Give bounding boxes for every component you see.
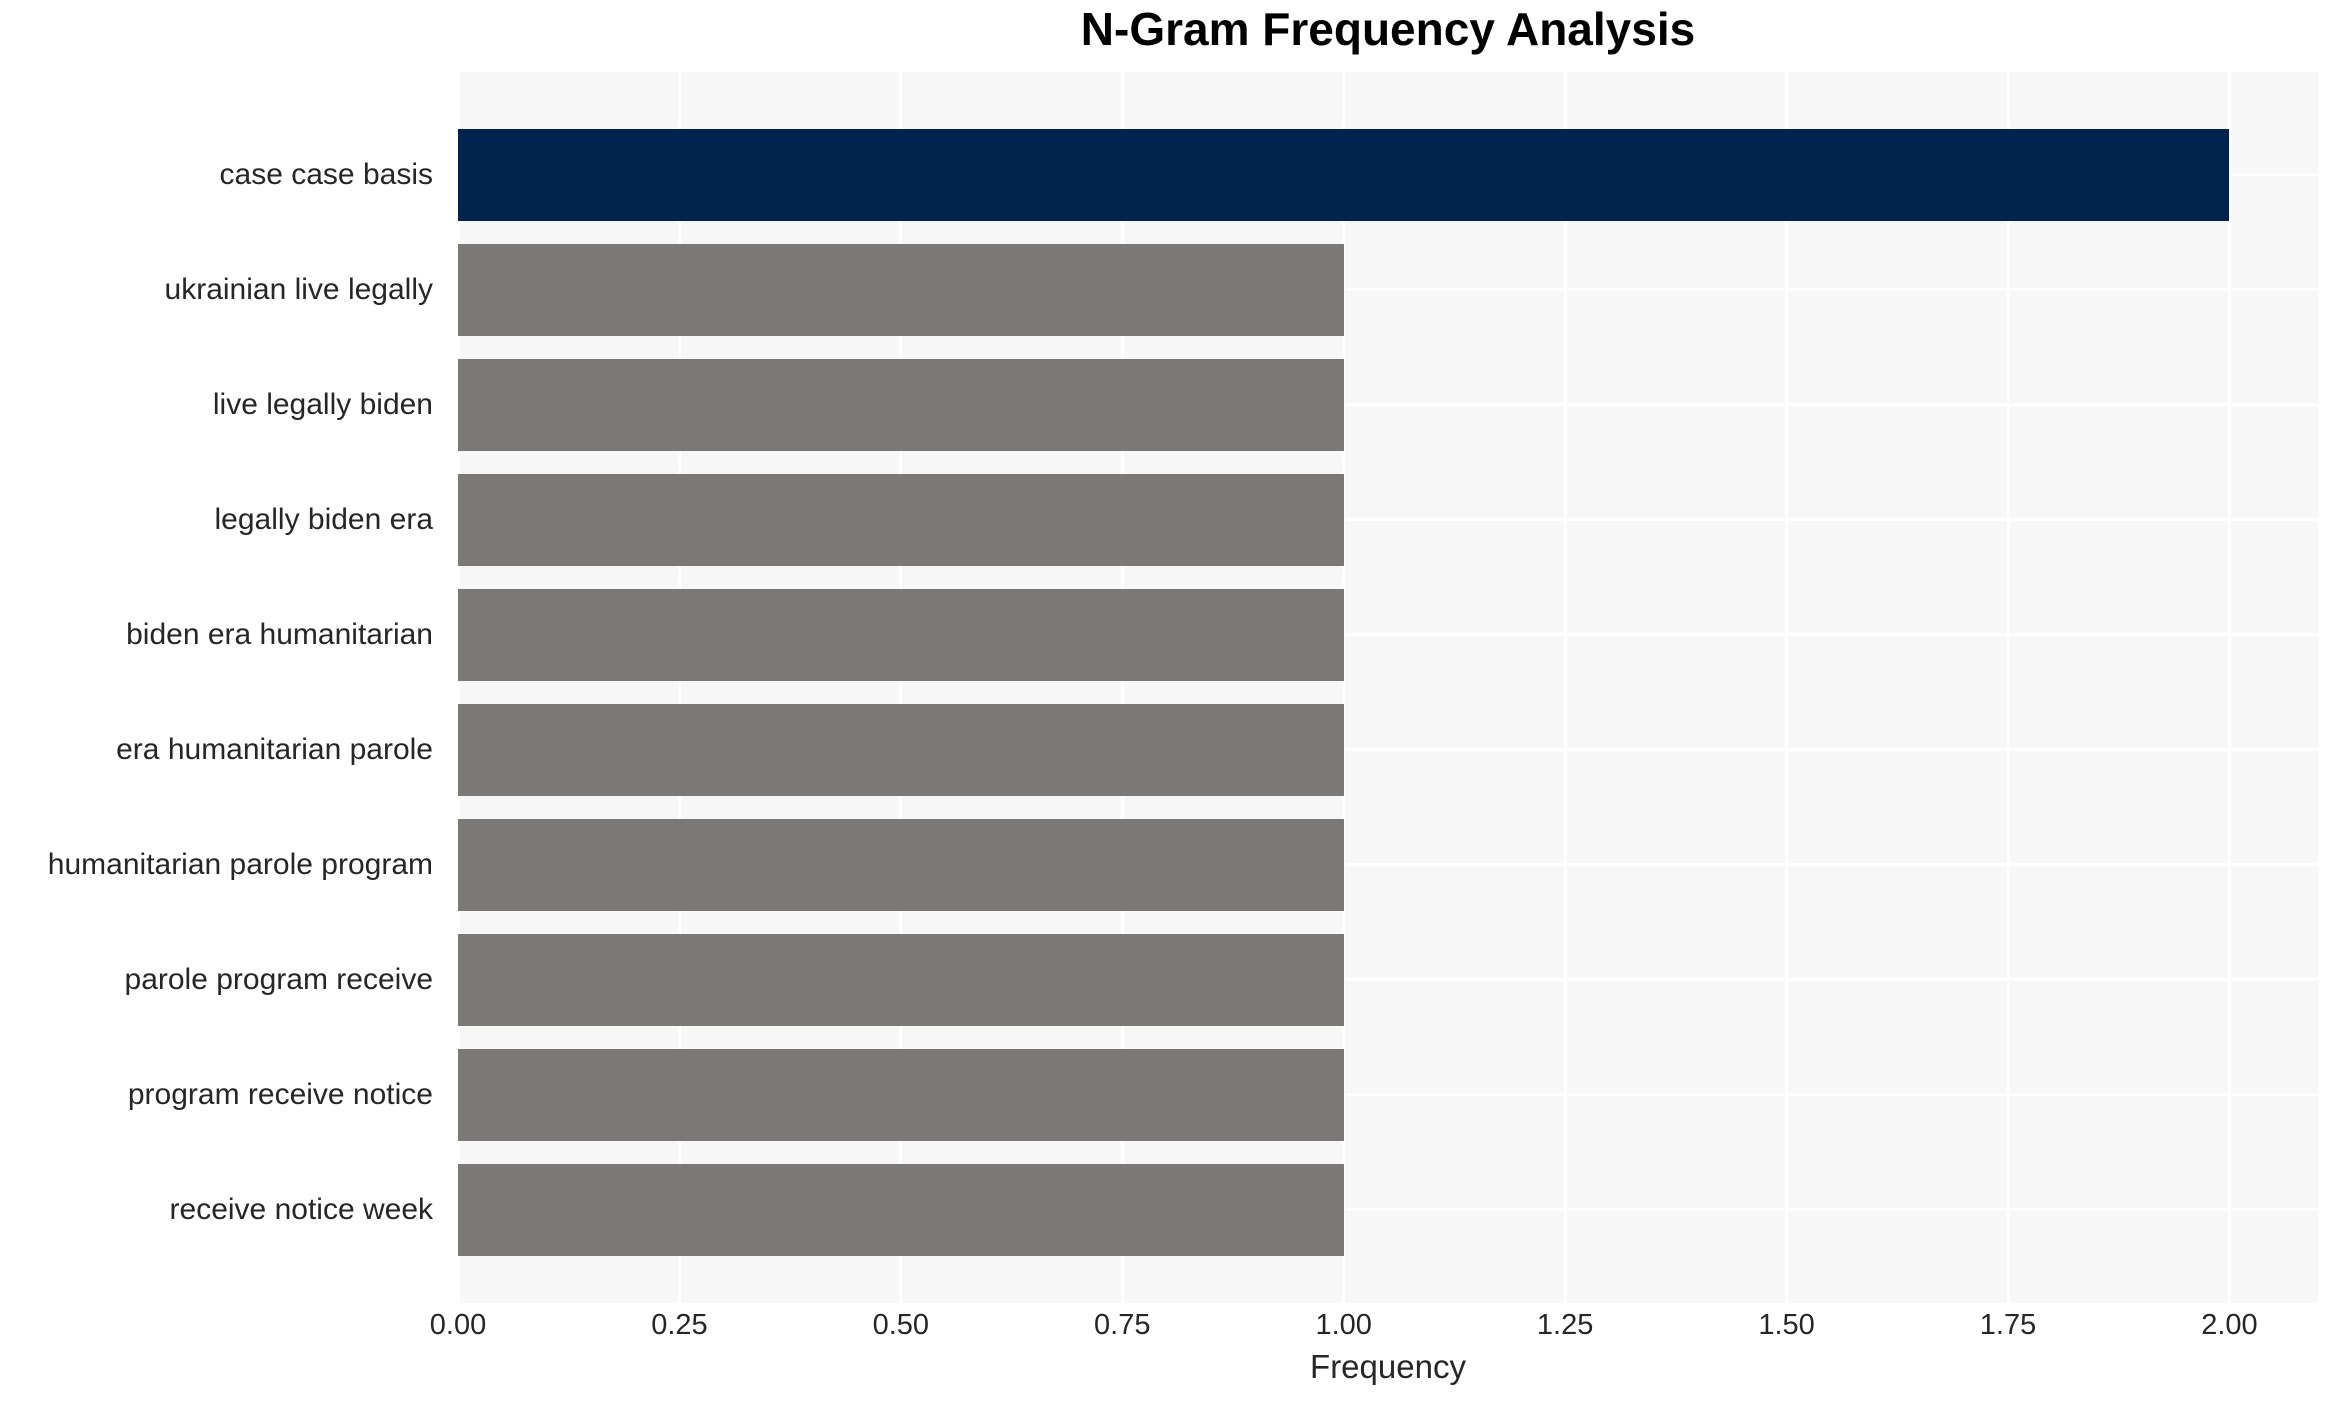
y-label-row: program receive notice: [0, 1037, 446, 1152]
y-tick-label: program receive notice: [127, 1077, 433, 1111]
y-label-row: receive notice week: [0, 1152, 446, 1267]
x-tick-label: 1.50: [1758, 1309, 1815, 1341]
bar-biden-era-humanitarian: [458, 588, 1344, 681]
horizontal-gridline: [458, 518, 2318, 521]
y-label-row: case case basis: [0, 117, 446, 232]
y-tick-label: receive notice week: [169, 1192, 433, 1226]
horizontal-gridline: [458, 1093, 2318, 1096]
bar-row: [458, 347, 2318, 462]
y-tick-label: humanitarian parole program: [47, 847, 433, 881]
x-tick-label: 1.00: [1315, 1309, 1372, 1341]
bar-humanitarian-parole-program: [458, 818, 1344, 911]
y-tick-label: case case basis: [219, 157, 433, 191]
bar-rows: [458, 72, 2318, 1303]
bar-case-case-basis: [458, 128, 2230, 221]
bar-receive-notice-week: [458, 1163, 1344, 1256]
bar-row: [458, 922, 2318, 1037]
bar-row: [458, 462, 2318, 577]
x-tick-label: 1.75: [1979, 1309, 2037, 1341]
y-tick-label: parole program receive: [124, 962, 433, 996]
horizontal-gridline: [458, 633, 2318, 636]
y-label-row: humanitarian parole program: [0, 807, 446, 922]
vertical-gridline: [1563, 72, 1567, 1303]
plot-area: [456, 72, 2318, 1303]
vertical-gridline: [2006, 72, 2010, 1303]
y-label-row: live legally biden: [0, 347, 446, 462]
bar-live-legally-biden: [458, 358, 1344, 451]
bar-parole-program-receive: [458, 933, 1344, 1026]
bar-program-receive-notice: [458, 1048, 1344, 1141]
bar-row: [458, 577, 2318, 692]
bar-row: [458, 1152, 2318, 1267]
horizontal-gridline: [458, 978, 2318, 981]
y-label-row: parole program receive: [0, 922, 446, 1037]
chart-title: N-Gram Frequency Analysis: [1080, 3, 1696, 55]
y-label-row: ukrainian live legally: [0, 232, 446, 347]
horizontal-gridline: [458, 1208, 2318, 1211]
x-tick-label: 0.00: [429, 1309, 487, 1341]
bar-era-humanitarian-parole: [458, 703, 1344, 796]
y-label-row: biden era humanitarian: [0, 577, 446, 692]
vertical-gridline: [2227, 72, 2231, 1303]
x-tick-label: 0.25: [651, 1309, 708, 1341]
x-axis-ticks: 0.00 0.25 0.50 0.75 1.00 1.25 1.50 1.75 2.00: [430, 1309, 2318, 1345]
horizontal-gridline: [458, 748, 2318, 751]
bar-row: [458, 807, 2318, 922]
y-tick-label: legally biden era: [214, 502, 433, 536]
y-tick-label: ukrainian live legally: [164, 272, 433, 306]
bar-row: [458, 1037, 2318, 1152]
vertical-gridline: [899, 72, 903, 1303]
y-tick-label: biden era humanitarian: [126, 617, 433, 651]
vertical-gridline: [677, 72, 681, 1303]
y-tick-label: live legally biden: [212, 387, 433, 421]
bar-legally-biden-era: [458, 473, 1344, 566]
horizontal-gridline: [458, 863, 2318, 866]
vertical-gridline: [456, 72, 460, 1303]
bar-row: [458, 692, 2318, 807]
y-label-row: legally biden era: [0, 462, 446, 577]
bar-ukrainian-live-legally: [458, 243, 1344, 336]
x-tick-label: 0.75: [1094, 1309, 1151, 1341]
bar-row: [458, 232, 2318, 347]
vertical-gridline: [1785, 72, 1789, 1303]
x-tick-label: 1.25: [1536, 1309, 1594, 1341]
bar-row: [458, 117, 2318, 232]
vertical-gridline: [1342, 72, 1346, 1303]
x-axis-label: Frequency: [1310, 1348, 1466, 1385]
vertical-gridline: [1120, 72, 1124, 1303]
horizontal-gridline: [458, 288, 2318, 291]
horizontal-gridline: [458, 403, 2318, 406]
x-tick-label: 2.00: [2201, 1309, 2258, 1341]
y-label-row: era humanitarian parole: [0, 692, 446, 807]
y-tick-label: era humanitarian parole: [116, 732, 433, 766]
y-axis-labels: case case basis ukrainian live legally liv…: [0, 72, 446, 1303]
x-tick-label: 0.50: [872, 1309, 930, 1341]
